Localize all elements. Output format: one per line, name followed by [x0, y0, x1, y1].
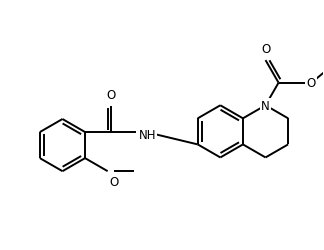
Text: O: O — [109, 175, 118, 188]
Text: N: N — [261, 100, 270, 112]
Text: O: O — [307, 77, 316, 90]
Text: NH: NH — [139, 128, 156, 141]
Text: O: O — [261, 43, 270, 56]
Text: O: O — [107, 89, 116, 102]
